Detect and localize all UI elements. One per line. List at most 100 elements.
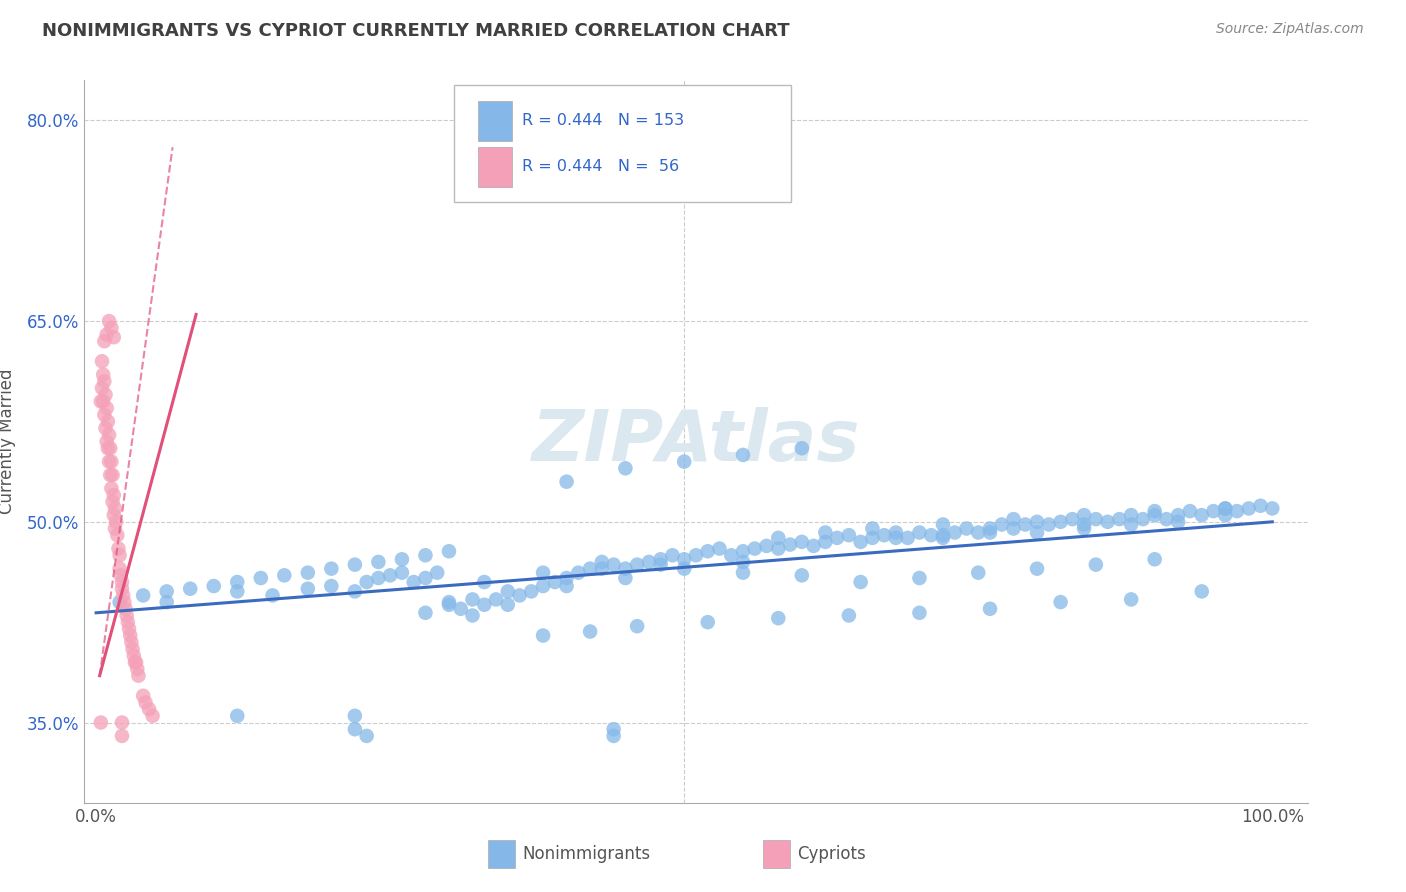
- Point: [391, 552, 413, 566]
- Point: [731, 448, 754, 462]
- Point: [626, 619, 648, 633]
- Point: [343, 558, 366, 572]
- Point: [226, 584, 249, 599]
- Point: [1084, 512, 1107, 526]
- Point: [1191, 584, 1213, 599]
- Point: [103, 488, 125, 502]
- Point: [1038, 517, 1060, 532]
- Point: [262, 589, 284, 603]
- Point: [97, 415, 120, 429]
- Point: [1132, 512, 1154, 526]
- Point: [138, 702, 160, 716]
- Point: [1026, 525, 1049, 540]
- Point: [127, 669, 149, 683]
- Point: [591, 562, 613, 576]
- Point: [531, 628, 554, 642]
- Point: [567, 566, 589, 580]
- Point: [731, 544, 754, 558]
- Point: [124, 655, 146, 669]
- Point: [112, 589, 135, 603]
- Point: [696, 544, 718, 558]
- Point: [884, 531, 907, 545]
- Point: [90, 394, 112, 409]
- Text: NONIMMIGRANTS VS CYPRIOT CURRENTLY MARRIED CORRELATION CHART: NONIMMIGRANTS VS CYPRIOT CURRENTLY MARRI…: [42, 22, 790, 40]
- Point: [932, 517, 955, 532]
- Text: Source: ZipAtlas.com: Source: ZipAtlas.com: [1216, 22, 1364, 37]
- Point: [873, 528, 896, 542]
- Point: [884, 525, 907, 540]
- Point: [118, 622, 141, 636]
- Point: [849, 535, 872, 549]
- Point: [979, 525, 1001, 540]
- Point: [356, 574, 378, 589]
- Point: [93, 375, 115, 389]
- Point: [273, 568, 295, 582]
- Point: [979, 521, 1001, 535]
- Point: [179, 582, 201, 596]
- Point: [93, 334, 115, 349]
- Point: [367, 555, 389, 569]
- Point: [380, 568, 402, 582]
- Point: [932, 528, 955, 542]
- Point: [437, 544, 460, 558]
- Point: [685, 548, 707, 563]
- Point: [297, 566, 319, 580]
- Point: [1073, 508, 1095, 522]
- Point: [100, 454, 122, 469]
- Point: [249, 571, 271, 585]
- Point: [112, 815, 135, 830]
- Point: [367, 571, 389, 585]
- Point: [555, 475, 578, 489]
- Point: [103, 330, 125, 344]
- Point: [731, 566, 754, 580]
- Point: [1073, 521, 1095, 535]
- Point: [731, 555, 754, 569]
- Point: [1156, 512, 1178, 526]
- Point: [132, 689, 155, 703]
- Point: [673, 809, 696, 823]
- Point: [920, 528, 942, 542]
- Point: [114, 602, 136, 616]
- Point: [472, 574, 495, 589]
- Point: [202, 579, 225, 593]
- Point: [111, 574, 134, 589]
- Point: [343, 708, 366, 723]
- Point: [1049, 515, 1071, 529]
- Point: [472, 598, 495, 612]
- Text: R = 0.444   N = 153: R = 0.444 N = 153: [522, 113, 685, 128]
- Point: [673, 454, 696, 469]
- Point: [122, 648, 145, 663]
- Text: Cypriots: Cypriots: [797, 845, 866, 863]
- Point: [108, 562, 131, 576]
- Point: [1073, 517, 1095, 532]
- Y-axis label: Currently Married: Currently Married: [0, 368, 15, 515]
- Point: [226, 574, 249, 589]
- Point: [1213, 508, 1236, 522]
- Point: [142, 708, 165, 723]
- Point: [1143, 504, 1166, 518]
- Point: [790, 441, 813, 455]
- Point: [343, 723, 366, 737]
- Point: [90, 715, 112, 730]
- Point: [125, 655, 148, 669]
- Point: [91, 394, 114, 409]
- Point: [97, 441, 120, 455]
- Point: [104, 521, 127, 535]
- Point: [849, 574, 872, 589]
- Point: [555, 579, 578, 593]
- Point: [98, 467, 121, 482]
- Point: [101, 467, 124, 482]
- Point: [544, 574, 567, 589]
- Point: [321, 562, 343, 576]
- Point: [1213, 501, 1236, 516]
- Point: [100, 481, 122, 495]
- Point: [105, 515, 128, 529]
- Point: [132, 589, 155, 603]
- Point: [661, 548, 683, 563]
- Point: [955, 521, 977, 535]
- FancyBboxPatch shape: [478, 101, 513, 141]
- Point: [602, 729, 624, 743]
- Point: [415, 606, 437, 620]
- Point: [897, 531, 920, 545]
- Point: [720, 548, 742, 563]
